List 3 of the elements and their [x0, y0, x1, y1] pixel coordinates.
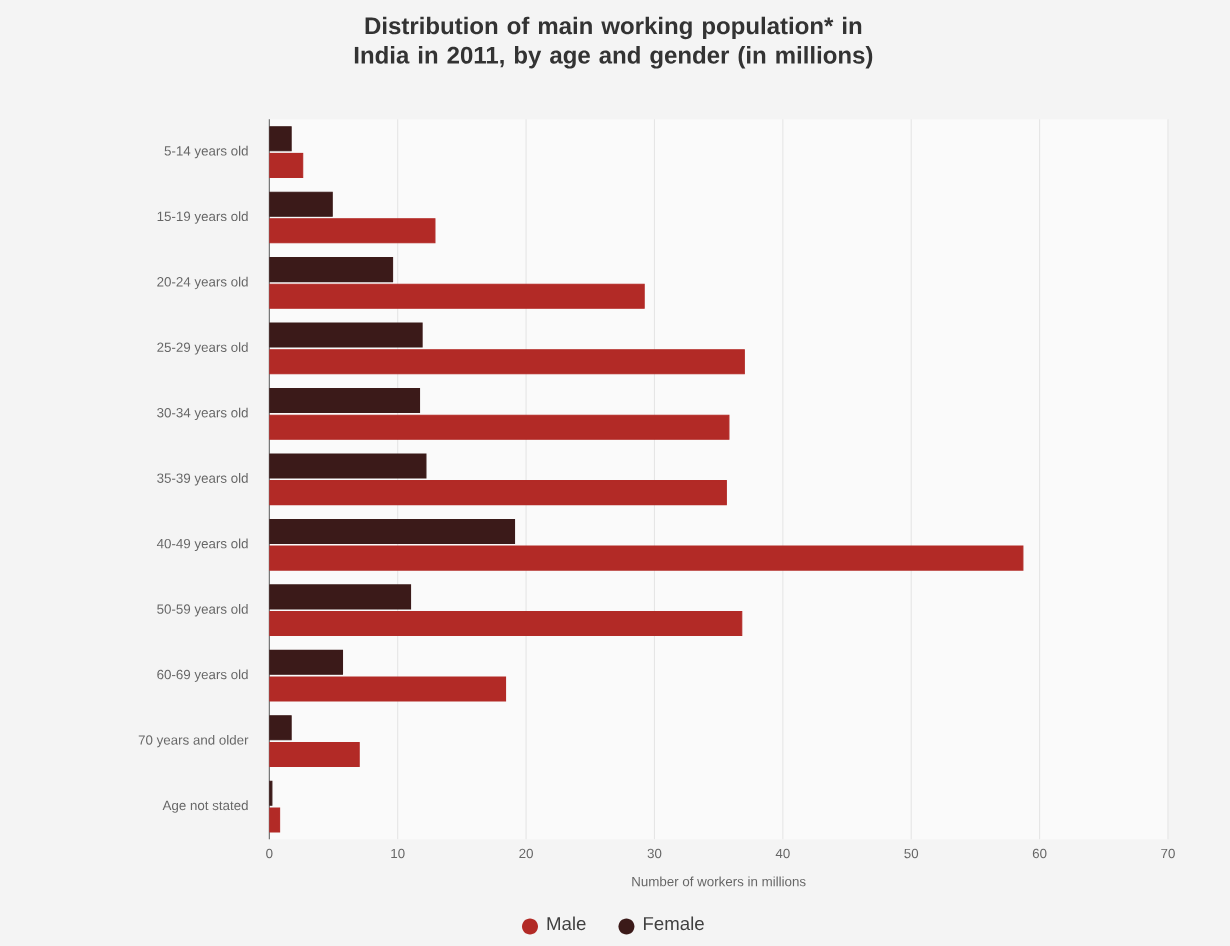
- legend-label: Male: [547, 916, 586, 931]
- legend-label: Female: [643, 916, 704, 931]
- chart-title: Distribution of main working population* in India in 2011, by age and gender (in millions): [354, 16, 873, 69]
